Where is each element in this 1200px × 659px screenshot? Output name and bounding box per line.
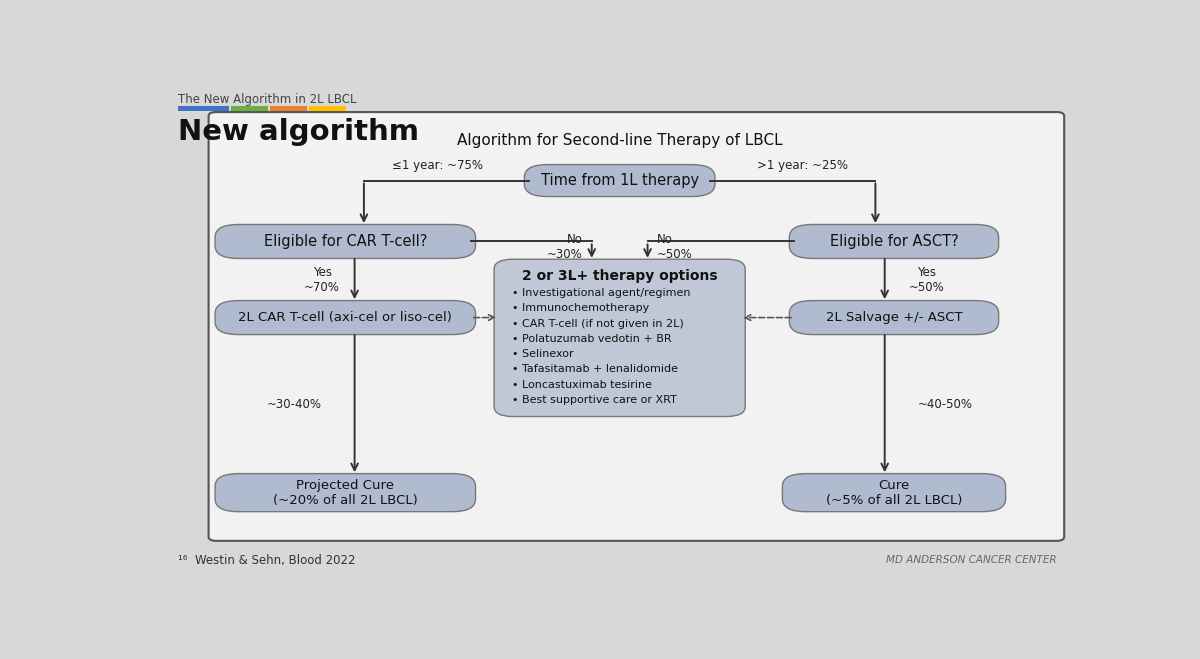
Text: Cure
(~5% of all 2L LBCL): Cure (~5% of all 2L LBCL) bbox=[826, 478, 962, 507]
Text: 2L Salvage +/- ASCT: 2L Salvage +/- ASCT bbox=[826, 311, 962, 324]
Text: 2 or 3L+ therapy options: 2 or 3L+ therapy options bbox=[522, 269, 718, 283]
Text: ~40-50%: ~40-50% bbox=[918, 397, 973, 411]
Text: • Immunochemotherapy: • Immunochemotherapy bbox=[511, 303, 649, 314]
FancyBboxPatch shape bbox=[790, 301, 998, 335]
Text: Yes
~70%: Yes ~70% bbox=[304, 266, 340, 293]
Bar bbox=[178, 106, 229, 111]
Text: • Polatuzumab vedotin + BR: • Polatuzumab vedotin + BR bbox=[511, 334, 671, 344]
Text: No
~30%: No ~30% bbox=[547, 233, 582, 260]
FancyBboxPatch shape bbox=[524, 165, 715, 196]
Text: ~30-40%: ~30-40% bbox=[266, 397, 322, 411]
Text: Eligible for ASCT?: Eligible for ASCT? bbox=[829, 234, 959, 249]
Text: The New Algorithm in 2L LBCL: The New Algorithm in 2L LBCL bbox=[178, 93, 356, 106]
Text: 2L CAR T-cell (axi-cel or liso-cel): 2L CAR T-cell (axi-cel or liso-cel) bbox=[239, 311, 452, 324]
Bar bbox=[310, 106, 347, 111]
FancyBboxPatch shape bbox=[215, 474, 475, 511]
Text: >1 year: ~25%: >1 year: ~25% bbox=[757, 159, 847, 172]
FancyBboxPatch shape bbox=[215, 225, 475, 258]
FancyBboxPatch shape bbox=[209, 112, 1064, 541]
Text: ≤1 year: ~75%: ≤1 year: ~75% bbox=[391, 159, 482, 172]
Bar bbox=[230, 106, 268, 111]
Text: Yes
~50%: Yes ~50% bbox=[908, 266, 944, 293]
Text: • Best supportive care or XRT: • Best supportive care or XRT bbox=[511, 395, 677, 405]
FancyBboxPatch shape bbox=[790, 225, 998, 258]
Text: • Loncastuximab tesirine: • Loncastuximab tesirine bbox=[511, 380, 652, 389]
Text: • Investigational agent/regimen: • Investigational agent/regimen bbox=[511, 288, 690, 299]
Text: • CAR T-cell (if not given in 2L): • CAR T-cell (if not given in 2L) bbox=[511, 319, 684, 329]
Text: Projected Cure
(~20% of all 2L LBCL): Projected Cure (~20% of all 2L LBCL) bbox=[272, 478, 418, 507]
FancyBboxPatch shape bbox=[494, 259, 745, 416]
Text: ¹⁶  Westin & Sehn, Blood 2022: ¹⁶ Westin & Sehn, Blood 2022 bbox=[178, 554, 355, 567]
Text: Time from 1L therapy: Time from 1L therapy bbox=[540, 173, 698, 188]
Text: • Tafasitamab + lenalidomide: • Tafasitamab + lenalidomide bbox=[511, 364, 678, 374]
Text: Algorithm for Second-line Therapy of LBCL: Algorithm for Second-line Therapy of LBC… bbox=[457, 134, 782, 148]
Text: • Selinexor: • Selinexor bbox=[511, 349, 574, 359]
Text: MD ANDERSON CANCER CENTER: MD ANDERSON CANCER CENTER bbox=[886, 555, 1057, 565]
Bar bbox=[270, 106, 307, 111]
Text: New algorithm: New algorithm bbox=[178, 119, 419, 146]
FancyBboxPatch shape bbox=[782, 474, 1006, 511]
Text: Eligible for CAR T-cell?: Eligible for CAR T-cell? bbox=[264, 234, 427, 249]
FancyBboxPatch shape bbox=[215, 301, 475, 335]
Text: No
~50%: No ~50% bbox=[656, 233, 692, 260]
